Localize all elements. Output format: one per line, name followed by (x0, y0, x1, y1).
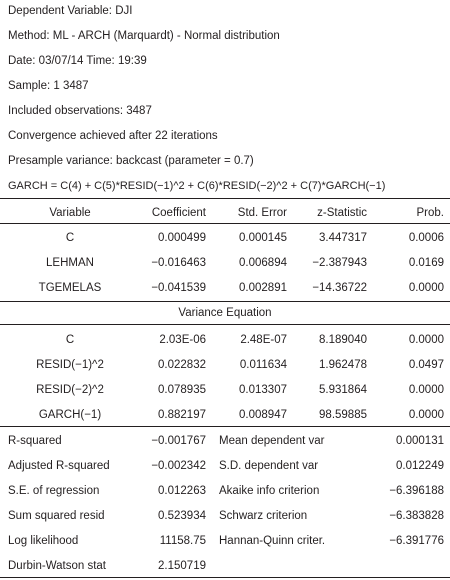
variance-title-rule (0, 324, 450, 325)
table-row: RESID(−1)^2 0.022832 0.011634 1.962478 0… (0, 355, 450, 375)
row-coefficient: −0.041539 (151, 282, 206, 294)
table-row: GARCH(−1) 0.882197 0.008947 98.59885 0.0… (0, 405, 450, 425)
row-prob: 0.0006 (408, 232, 444, 244)
row-std-error: 0.008947 (239, 409, 287, 421)
stat-value-right: 0.000131 (396, 435, 444, 447)
stat-value-right: −6.396188 (389, 485, 444, 497)
stat-value-right: 0.012249 (396, 460, 444, 472)
row-z-statistic: 1.962478 (319, 359, 367, 371)
dependent-variable-line: Dependent Variable: DJI (8, 5, 133, 17)
stat-label-right: Schwarz criterion (219, 510, 308, 522)
row-coefficient: 2.03E-06 (159, 334, 206, 346)
row-prob: 0.0169 (408, 257, 444, 269)
row-coefficient: 0.022832 (158, 359, 206, 371)
statistics-row: Log likelihood 11158.75 Hannan-Quinn cri… (0, 531, 450, 551)
row-z-statistic: −14.36722 (312, 282, 367, 294)
row-variable: RESID(−2)^2 (36, 384, 104, 396)
row-std-error: 0.011634 (239, 359, 287, 371)
row-z-statistic: −2.387943 (312, 257, 367, 269)
row-prob: 0.0000 (408, 334, 444, 346)
row-z-statistic: 98.59885 (319, 409, 367, 421)
row-variable: RESID(−1)^2 (36, 359, 104, 371)
row-std-error: 0.013307 (239, 384, 287, 396)
table-bottom-rule (0, 577, 450, 578)
variance-equation-heading-row: Variance Equation (0, 303, 450, 323)
col-header-z-statistic: z-Statistic (317, 207, 367, 219)
header-rule (0, 223, 450, 224)
stat-label-right: S.D. dependent var (219, 460, 319, 472)
stat-value-right: −6.391776 (389, 535, 444, 547)
row-prob: 0.0000 (408, 282, 444, 294)
row-prob: 0.0000 (408, 409, 444, 421)
table-top-rule (0, 198, 450, 199)
table-row: TGEMELAS −0.041539 0.002891 −14.36722 0.… (0, 278, 450, 298)
row-z-statistic: 8.189040 (319, 334, 367, 346)
stat-value: −0.001767 (151, 435, 206, 447)
stat-label: Log likelihood (8, 535, 79, 547)
stat-value: 11158.75 (159, 535, 206, 547)
stat-value: 2.150719 (158, 560, 206, 572)
row-std-error: 0.002891 (239, 282, 287, 294)
statistics-row: R-squared −0.001767 Mean dependent var 0… (0, 431, 450, 451)
date-line: Date: 03/07/14 Time: 19:39 (8, 55, 147, 67)
row-variable: C (65, 334, 75, 346)
row-coefficient: 0.078935 (158, 384, 206, 396)
row-z-statistic: 3.447317 (319, 232, 367, 244)
row-variable: TGEMELAS (38, 282, 102, 294)
row-std-error: 0.000145 (239, 232, 287, 244)
stat-value-right: −6.383828 (389, 510, 444, 522)
stat-label: S.E. of regression (8, 485, 100, 497)
presample-line: Presample variance: backcast (parameter … (8, 155, 254, 167)
stat-label-right: Mean dependent var (219, 435, 325, 447)
row-variable: LEHMAN (46, 257, 94, 269)
row-prob: 0.0000 (408, 384, 444, 396)
row-variable: GARCH(−1) (38, 409, 102, 421)
statistics-row: Adjusted R-squared −0.002342 S.D. depend… (0, 456, 450, 476)
included-observations-line: Included observations: 3487 (8, 105, 152, 117)
stat-label: Adjusted R-squared (8, 460, 110, 472)
statistics-row: Sum squared resid 0.523934 Schwarz crite… (0, 506, 450, 526)
row-variable: C (65, 232, 75, 244)
table-row: LEHMAN −0.016463 0.006894 −2.387943 0.01… (0, 253, 450, 273)
col-header-std-error: Std. Error (237, 207, 287, 219)
col-header-coefficient: Coefficient (151, 207, 206, 219)
stat-value: 0.012263 (158, 485, 206, 497)
row-prob: 0.0497 (408, 359, 444, 371)
variance-equation-title: Variance Equation (178, 307, 272, 319)
mean-equation-rule (0, 301, 450, 302)
column-header-row: Variable Coefficient Std. Error z-Statis… (0, 203, 450, 223)
stat-label: Durbin-Watson stat (8, 560, 106, 572)
row-z-statistic: 5.931864 (319, 384, 367, 396)
statistics-rule (0, 426, 450, 427)
method-line: Method: ML - ARCH (Marquardt) - Normal d… (8, 30, 280, 42)
sample-line: Sample: 1 3487 (8, 80, 89, 92)
row-std-error: 2.48E-07 (240, 334, 287, 346)
stat-label-right: Hannan-Quinn criter. (219, 535, 326, 547)
table-row: C 2.03E-06 2.48E-07 8.189040 0.0000 (0, 330, 450, 350)
row-coefficient: 0.000499 (158, 232, 206, 244)
stat-label: Sum squared resid (8, 510, 105, 522)
convergence-line: Convergence achieved after 22 iterations (8, 130, 218, 142)
col-header-prob: Prob. (416, 207, 445, 219)
stat-label: R-squared (8, 435, 62, 447)
row-coefficient: −0.016463 (151, 257, 206, 269)
stat-value: 0.523934 (158, 510, 206, 522)
row-std-error: 0.006894 (239, 257, 287, 269)
statistics-row: Durbin-Watson stat 2.150719 (0, 556, 450, 576)
garch-equation-line: GARCH = C(4) + C(5)*RESID(−1)^2 + C(6)*R… (8, 180, 386, 192)
row-coefficient: 0.882197 (158, 409, 206, 421)
stat-label-right: Akaike info criterion (219, 485, 320, 497)
statistics-row: S.E. of regression 0.012263 Akaike info … (0, 481, 450, 501)
stat-value: −0.002342 (151, 460, 206, 472)
table-row: C 0.000499 0.000145 3.447317 0.0006 (0, 228, 450, 248)
col-header-variable: Variable (49, 207, 91, 219)
table-row: RESID(−2)^2 0.078935 0.013307 5.931864 0… (0, 380, 450, 400)
